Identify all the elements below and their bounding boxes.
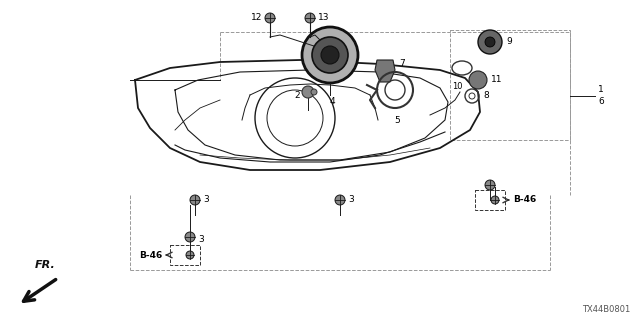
Circle shape bbox=[305, 13, 315, 23]
Text: 13: 13 bbox=[318, 13, 330, 22]
Circle shape bbox=[312, 37, 348, 73]
Text: 9: 9 bbox=[506, 37, 512, 46]
Text: FR.: FR. bbox=[35, 260, 56, 270]
Circle shape bbox=[302, 27, 358, 83]
Text: 3: 3 bbox=[203, 196, 209, 204]
Text: B-46: B-46 bbox=[139, 251, 162, 260]
Circle shape bbox=[321, 46, 339, 64]
Bar bbox=[450, 30, 570, 140]
Polygon shape bbox=[375, 60, 395, 82]
Circle shape bbox=[311, 89, 317, 95]
Text: 5: 5 bbox=[394, 116, 400, 125]
Text: 2: 2 bbox=[294, 92, 300, 100]
Circle shape bbox=[478, 30, 502, 54]
Text: 3: 3 bbox=[198, 236, 204, 244]
Text: 10: 10 bbox=[452, 82, 462, 91]
Circle shape bbox=[491, 196, 499, 204]
Text: 12: 12 bbox=[251, 13, 262, 22]
Circle shape bbox=[190, 195, 200, 205]
Text: TX44B0801: TX44B0801 bbox=[582, 305, 630, 314]
Text: 1: 1 bbox=[598, 85, 604, 94]
Bar bbox=[170, 245, 200, 265]
Circle shape bbox=[335, 195, 345, 205]
Circle shape bbox=[485, 37, 495, 47]
Text: 11: 11 bbox=[491, 76, 502, 84]
Text: 6: 6 bbox=[598, 98, 604, 107]
Text: 8: 8 bbox=[483, 92, 489, 100]
Circle shape bbox=[265, 13, 275, 23]
Bar bbox=[475, 190, 505, 210]
Circle shape bbox=[469, 71, 487, 89]
Text: B-46: B-46 bbox=[513, 196, 536, 204]
Circle shape bbox=[185, 232, 195, 242]
Text: 7: 7 bbox=[399, 60, 404, 68]
Circle shape bbox=[186, 251, 194, 259]
Text: 4: 4 bbox=[329, 97, 335, 106]
Circle shape bbox=[485, 180, 495, 190]
Text: 3: 3 bbox=[348, 196, 354, 204]
Circle shape bbox=[302, 86, 314, 98]
